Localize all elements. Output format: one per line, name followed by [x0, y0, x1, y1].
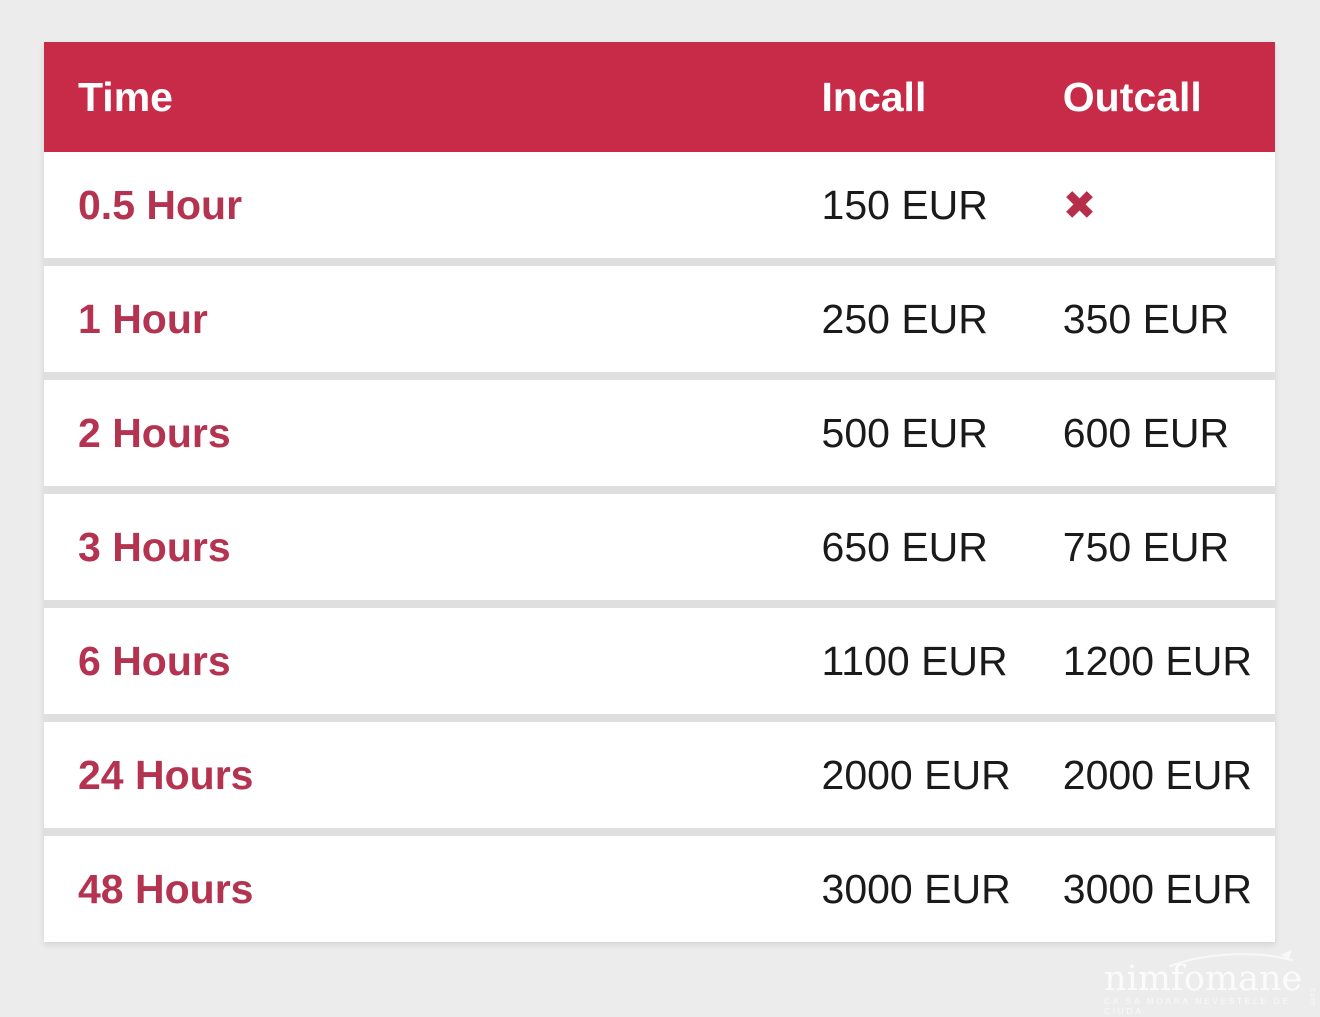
watermark-swoosh-icon [1169, 949, 1293, 967]
table-body: 0.5 Hour 150 EUR ✖ 1 Hour 250 EUR 350 EU… [44, 152, 1275, 942]
table-row: 24 Hours 2000 EUR 2000 EUR [44, 722, 1275, 828]
incall-price-cell: 3000 EUR [821, 865, 1011, 912]
table-row: 6 Hours 1100 EUR 1200 EUR [44, 608, 1275, 714]
watermark-name: nimfomane [1104, 958, 1303, 999]
incall-price-cell: 500 EUR [821, 409, 988, 456]
column-header-outcall: Outcall [1062, 73, 1202, 120]
column-header-time: Time [78, 73, 173, 120]
outcall-price-cell: 350 EUR [1062, 295, 1230, 342]
watermark: nimfomane CA SA MOARA NEVESTELE DE CIUDA… [1104, 949, 1318, 1016]
incall-price-cell: 650 EUR [821, 523, 988, 570]
incall-price-cell: 1100 EUR [821, 637, 1008, 684]
outcall-price-cell: 750 EUR [1062, 523, 1230, 570]
unavailable-icon: ✖ [1062, 182, 1097, 229]
incall-price-cell: 250 EUR [821, 295, 988, 342]
time-cell: 6 Hours [78, 637, 231, 684]
pricing-table: Time Incall Outcall 0.5 Hour 150 EUR ✖ 1… [44, 42, 1275, 942]
watermark-tagline: CA SA MOARA NEVESTELE DE CIUDA [1104, 996, 1291, 1016]
time-cell: 3 Hours [78, 523, 231, 570]
table-row: 3 Hours 650 EUR 750 EUR [44, 494, 1275, 600]
outcall-price-cell: 1200 EUR [1062, 637, 1252, 684]
time-cell: 48 Hours [78, 865, 254, 912]
column-header-incall: Incall [821, 73, 927, 120]
outcall-price-cell: 3000 EUR [1062, 865, 1252, 912]
time-cell: 1 Hour [78, 295, 208, 342]
outcall-price-cell: 2000 EUR [1062, 751, 1252, 798]
time-cell: 2 Hours [78, 409, 231, 456]
incall-price-cell: 2000 EUR [821, 751, 1011, 798]
table-row: 48 Hours 3000 EUR 3000 EUR [44, 836, 1275, 942]
table-header-row: Time Incall Outcall [44, 42, 1275, 152]
watermark-suffix: com [1308, 988, 1318, 1007]
table-row: 0.5 Hour 150 EUR ✖ [44, 152, 1275, 258]
time-cell: 0.5 Hour [78, 181, 243, 228]
table-row: 1 Hour 250 EUR 350 EUR [44, 266, 1275, 372]
time-cell: 24 Hours [78, 751, 254, 798]
outcall-price-cell: ✖ [1029, 182, 1275, 229]
outcall-price-cell: 600 EUR [1062, 409, 1230, 456]
table-row: 2 Hours 500 EUR 600 EUR [44, 380, 1275, 486]
incall-price-cell: 150 EUR [821, 181, 988, 228]
